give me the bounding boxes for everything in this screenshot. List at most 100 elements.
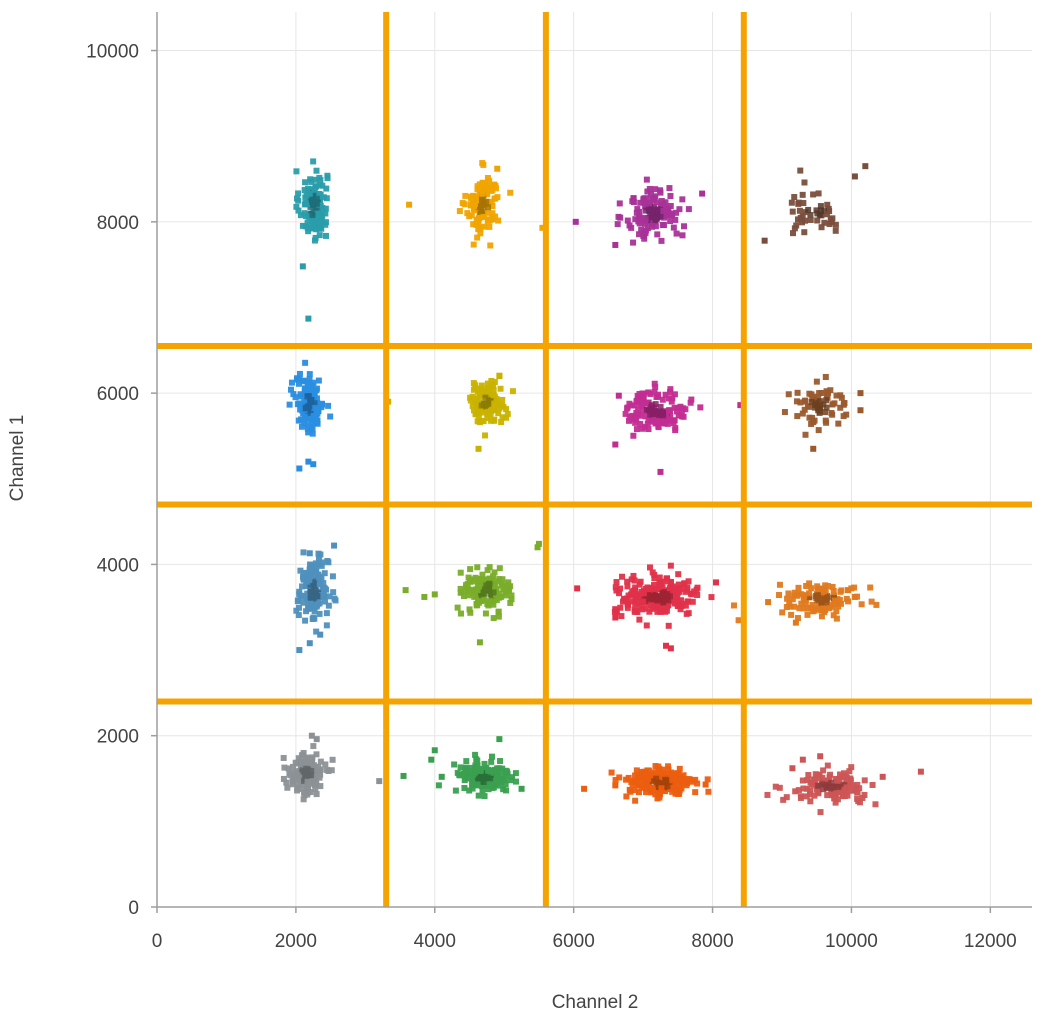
outlier-point <box>817 753 824 760</box>
data-point <box>482 190 489 197</box>
data-point <box>293 203 300 210</box>
data-point <box>817 207 824 214</box>
tick-labels: 0 2000 4000 6000 8000 10000 12000 0 2000 4000 6000… <box>86 42 1017 952</box>
data-point <box>667 412 674 419</box>
data-point <box>478 402 485 409</box>
data-point <box>329 573 336 580</box>
data-point <box>670 417 677 424</box>
data-point <box>801 179 808 186</box>
data-point <box>834 796 841 803</box>
y-tick-label: 10000 <box>86 42 139 63</box>
data-point <box>812 777 819 784</box>
outlier-point <box>406 201 413 208</box>
data-point <box>781 409 788 416</box>
data-point <box>307 409 314 416</box>
data-point <box>467 609 474 616</box>
data-point <box>292 775 299 782</box>
data-point <box>665 395 672 402</box>
threshold-lines[interactable] <box>157 12 1032 907</box>
data-point <box>315 550 322 557</box>
data-point <box>306 403 313 410</box>
data-point <box>691 588 698 595</box>
data-point <box>302 194 309 201</box>
data-point <box>662 391 669 398</box>
data-point <box>502 583 509 590</box>
data-point <box>624 405 631 412</box>
data-point <box>824 594 831 601</box>
data-point <box>635 781 642 788</box>
data-point <box>668 771 675 778</box>
data-point <box>311 615 318 622</box>
data-point <box>655 423 662 430</box>
data-point <box>314 593 321 600</box>
data-point <box>823 388 830 395</box>
outlier-point <box>851 173 858 180</box>
data-point <box>508 592 515 599</box>
outlier-point <box>305 315 312 322</box>
data-point <box>612 777 619 784</box>
data-point <box>321 570 328 577</box>
data-point <box>632 772 639 779</box>
data-point <box>308 767 315 774</box>
data-point <box>305 379 312 386</box>
data-point <box>619 598 626 605</box>
outlier-point <box>574 585 581 592</box>
data-point <box>839 774 846 781</box>
data-point <box>482 587 489 594</box>
data-point <box>650 772 657 779</box>
data-point <box>490 573 497 580</box>
data-point <box>613 607 620 614</box>
data-point <box>469 775 476 782</box>
data-point <box>293 168 300 175</box>
data-point <box>505 579 512 586</box>
data-point <box>830 601 837 608</box>
data-point <box>488 417 495 424</box>
data-point <box>789 208 796 215</box>
data-point <box>479 576 486 583</box>
data-point <box>501 777 508 784</box>
data-point <box>495 613 502 620</box>
data-point <box>304 382 311 389</box>
x-tick-label: 10000 <box>825 931 878 952</box>
data-point <box>644 225 651 232</box>
data-point <box>326 593 333 600</box>
data-point <box>484 576 491 583</box>
data-point <box>828 779 835 786</box>
data-point <box>477 230 484 237</box>
data-point <box>302 789 309 796</box>
data-point <box>311 580 318 587</box>
data-point <box>485 204 492 211</box>
data-point <box>320 194 327 201</box>
data-point <box>789 230 796 237</box>
data-point <box>841 786 848 793</box>
data-point <box>615 213 622 220</box>
data-point <box>645 776 652 783</box>
data-point <box>829 791 836 798</box>
data-point <box>312 785 319 792</box>
data-point <box>688 396 695 403</box>
data-point <box>631 606 638 613</box>
data-point <box>650 604 657 611</box>
data-point <box>807 787 814 794</box>
data-point <box>629 198 636 205</box>
outlier-point <box>572 218 579 225</box>
data-point <box>474 781 481 788</box>
outlier-point <box>431 591 438 598</box>
data-point <box>807 798 814 805</box>
data-point <box>664 578 671 585</box>
data-point <box>672 770 679 777</box>
x-tick-label: 4000 <box>414 931 456 952</box>
data-point <box>308 772 315 779</box>
data-point <box>802 397 809 404</box>
data-point <box>472 574 479 581</box>
data-point <box>685 206 692 213</box>
outlier-point <box>431 747 438 754</box>
data-point <box>306 415 313 422</box>
data-point <box>803 785 810 792</box>
data-point <box>788 199 795 206</box>
data-point <box>319 401 326 408</box>
data-point <box>293 376 300 383</box>
data-point <box>331 595 338 602</box>
data-point <box>635 406 642 413</box>
data-point <box>800 605 807 612</box>
